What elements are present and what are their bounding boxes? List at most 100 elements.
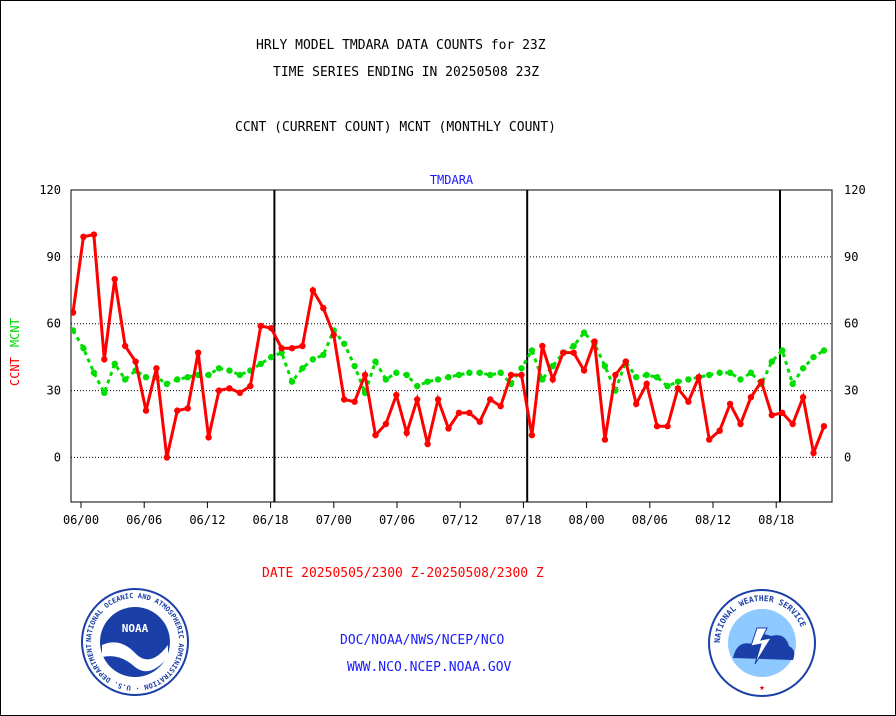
data-point-ccnt [539, 342, 546, 350]
data-point-mcnt [487, 371, 494, 379]
plot-area-border [70, 189, 833, 503]
data-point-ccnt [247, 382, 254, 390]
y-tick-label-right: 60 [844, 317, 858, 331]
data-point-ccnt [80, 233, 87, 240]
data-point-mcnt [393, 369, 400, 376]
x-tick-label: 06/12 [189, 513, 225, 527]
data-point-ccnt [674, 385, 682, 392]
website-link[interactable]: WWW.NCO.NCEP.NOAA.GOV [347, 660, 512, 675]
data-point-ccnt [351, 398, 358, 405]
data-point-ccnt [476, 418, 483, 425]
data-point-ccnt [497, 402, 504, 410]
data-point-mcnt [768, 358, 776, 365]
data-point-mcnt [257, 360, 264, 368]
data-point-ccnt [737, 420, 744, 428]
org-path-link[interactable]: DOC/NOAA/NWS/NCEP/NCO [340, 633, 505, 648]
data-point-ccnt [361, 371, 369, 379]
data-point-mcnt [278, 349, 285, 356]
y-tick-label-left: 0 [54, 450, 61, 464]
data-point-ccnt [653, 423, 661, 430]
data-point-ccnt [393, 391, 400, 399]
y-tick-label-left: 120 [39, 183, 61, 197]
data-point-mcnt [747, 369, 755, 376]
noaa-center-text: NOAA [122, 622, 149, 635]
data-point-ccnt [434, 396, 442, 403]
y-tick-label-left: 60 [47, 317, 61, 331]
date-range-label: DATE 20250505/2300 Z-20250508/2300 Z [262, 566, 544, 581]
data-point-mcnt [340, 340, 348, 347]
data-point-ccnt [90, 231, 98, 238]
data-point-ccnt [716, 427, 723, 434]
data-point-mcnt [288, 378, 296, 385]
data-point-mcnt [570, 342, 577, 350]
data-point-mcnt [101, 389, 108, 396]
data-point-mcnt [299, 365, 306, 372]
data-point-ccnt [779, 409, 786, 417]
data-point-mcnt [121, 376, 129, 383]
y-tick-label-right: 30 [844, 384, 858, 398]
data-point-ccnt [664, 423, 671, 430]
data-point-ccnt [226, 385, 233, 392]
x-tick-label: 06/00 [63, 513, 99, 527]
x-tick-label: 08/06 [632, 513, 668, 527]
series-line-ccnt [71, 232, 826, 459]
data-point-mcnt [779, 347, 786, 354]
y-tick-label-left: 30 [47, 384, 61, 398]
data-point-ccnt [142, 407, 150, 414]
data-point-mcnt [90, 369, 98, 376]
y-tick-label-right: 120 [844, 183, 866, 197]
data-point-ccnt [633, 400, 640, 408]
series-line-mcnt [71, 327, 825, 398]
x-tick-label: 08/18 [758, 513, 794, 527]
data-point-mcnt [372, 358, 379, 365]
data-point-mcnt [445, 374, 452, 381]
data-point-mcnt [674, 378, 682, 385]
x-tick-label: 07/18 [505, 513, 541, 527]
data-point-ccnt [236, 389, 244, 396]
data-point-mcnt [80, 345, 87, 352]
data-point-ccnt [215, 387, 223, 394]
data-point-mcnt [71, 327, 77, 334]
data-point-ccnt [768, 411, 776, 419]
data-point-mcnt [413, 382, 421, 390]
data-point-ccnt [403, 429, 410, 437]
data-point-ccnt [612, 371, 619, 379]
data-point-mcnt [466, 369, 473, 376]
data-point-ccnt [101, 356, 108, 363]
data-point-mcnt [497, 369, 504, 376]
data-point-ccnt [685, 398, 692, 405]
svg-text:★: ★ [759, 683, 765, 693]
y-axis-label-mcnt: MCNT [8, 318, 22, 347]
data-point-mcnt [142, 374, 150, 381]
data-point-mcnt [518, 365, 525, 372]
data-point-ccnt [758, 378, 765, 385]
data-point-mcnt [716, 369, 723, 376]
data-point-ccnt [747, 394, 755, 401]
data-point-ccnt [288, 345, 296, 352]
data-point-mcnt [528, 347, 536, 354]
data-point-ccnt [205, 434, 212, 441]
data-point-mcnt [789, 380, 796, 388]
data-point-ccnt [622, 358, 629, 365]
x-tick-label: 07/00 [316, 513, 352, 527]
data-point-mcnt [601, 362, 609, 370]
data-point-mcnt [111, 360, 118, 368]
data-point-mcnt [226, 367, 233, 374]
x-tick-label: 08/00 [569, 513, 605, 527]
data-point-mcnt [184, 374, 191, 381]
data-point-ccnt [132, 358, 139, 365]
x-tick-label: 06/06 [126, 513, 162, 527]
data-point-ccnt [71, 309, 77, 316]
data-point-mcnt [685, 376, 692, 383]
data-point-ccnt [278, 345, 285, 352]
chart-title: TMDARA [430, 173, 474, 187]
header-title-line1: HRLY MODEL TMDARA DATA COUNTS for 23Z [256, 38, 546, 53]
data-point-ccnt [487, 396, 494, 403]
data-point-ccnt [445, 425, 452, 432]
data-point-ccnt [466, 409, 473, 417]
data-point-mcnt [706, 371, 713, 379]
y-axis-label: CCNT MCNT [8, 318, 22, 386]
data-point-ccnt [340, 396, 348, 403]
data-point-ccnt [153, 365, 160, 372]
